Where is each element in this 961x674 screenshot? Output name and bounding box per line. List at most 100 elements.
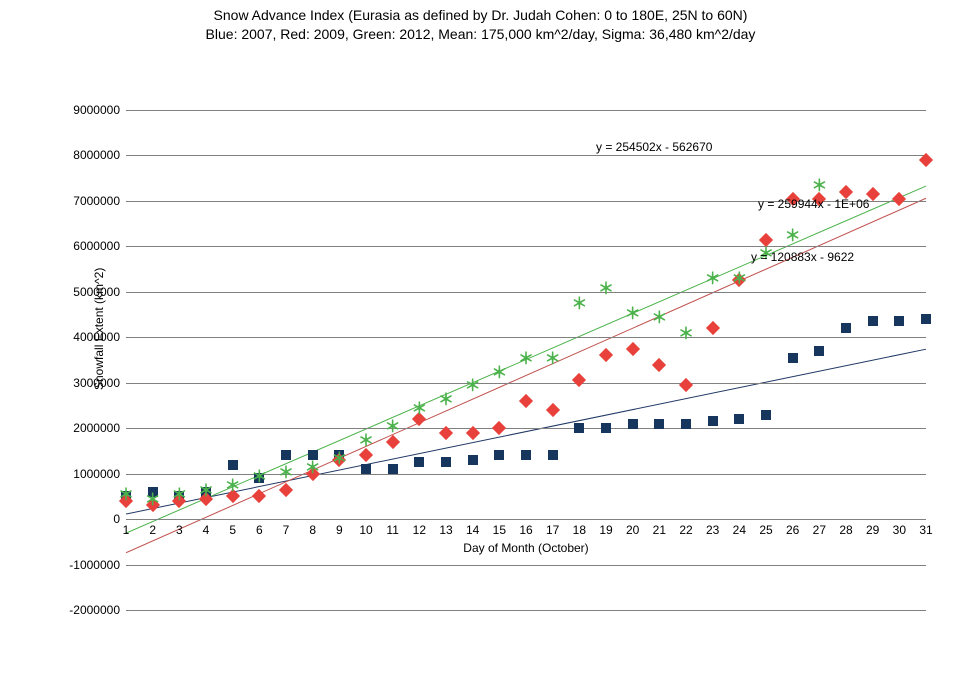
trend-line-2007: [126, 349, 926, 514]
x-tick-label: 15: [493, 523, 506, 537]
data-point-2007: [468, 455, 478, 465]
y-gridline: [126, 155, 926, 156]
data-point-2012: ＊: [465, 379, 481, 395]
title-line-2: Blue: 2007, Red: 2009, Green: 2012, Mean…: [0, 25, 961, 44]
x-tick-label: 27: [813, 523, 826, 537]
x-tick-label: 16: [519, 523, 532, 537]
data-point-2007: [281, 450, 291, 460]
data-point-2012: ＊: [198, 484, 214, 500]
data-point-2012: ＊: [118, 488, 134, 504]
data-point-2012: ＊: [225, 479, 241, 495]
x-tick-label: 19: [599, 523, 612, 537]
x-tick-label: 29: [866, 523, 879, 537]
x-tick-label: 28: [839, 523, 852, 537]
data-point-2012: ＊: [438, 393, 454, 409]
y-tick-label: 1000000: [54, 467, 120, 481]
x-tick-label: 2: [149, 523, 156, 537]
y-tick-label: 8000000: [54, 148, 120, 162]
x-tick-label: 7: [283, 523, 290, 537]
x-axis-label: Day of Month (October): [426, 541, 626, 555]
x-tick-label: 5: [229, 523, 236, 537]
data-point-2012: ＊: [385, 420, 401, 436]
x-tick-label: 18: [573, 523, 586, 537]
y-gridline: [126, 474, 926, 475]
y-gridline: [126, 292, 926, 293]
x-tick-label: 30: [893, 523, 906, 537]
title-line-1: Snow Advance Index (Eurasia as defined b…: [0, 6, 961, 25]
y-gridline: [126, 565, 926, 566]
x-tick-label: 10: [359, 523, 372, 537]
x-tick-label: 14: [466, 523, 479, 537]
data-point-2012: ＊: [678, 327, 694, 343]
trend-equation-2009: y = 259944x - 1E+06: [758, 197, 869, 211]
data-point-2007: [814, 346, 824, 356]
y-tick-label: 5000000: [54, 285, 120, 299]
data-point-2012: ＊: [598, 282, 614, 298]
y-tick-label: -2000000: [54, 603, 120, 617]
data-point-2012: ＊: [518, 352, 534, 368]
x-tick-label: 1: [123, 523, 130, 537]
x-tick-label: 6: [256, 523, 263, 537]
y-gridline: [126, 519, 926, 520]
data-point-2012: ＊: [625, 307, 641, 323]
data-point-2012: ＊: [705, 272, 721, 288]
x-tick-label: 20: [626, 523, 639, 537]
data-point-2012: ＊: [411, 402, 427, 418]
trend-equation-2007: y = 120883x - 9622: [751, 250, 854, 264]
data-point-2007: [521, 450, 531, 460]
data-point-2007: [494, 450, 504, 460]
x-tick-label: 8: [309, 523, 316, 537]
x-tick-label: 11: [386, 523, 398, 537]
y-tick-label: 4000000: [54, 330, 120, 344]
data-point-2007: [708, 416, 718, 426]
y-gridline: [126, 383, 926, 384]
y-gridline: [126, 428, 926, 429]
data-point-2007: [228, 460, 238, 470]
data-point-2012: ＊: [305, 461, 321, 477]
data-point-2012: ＊: [331, 452, 347, 468]
chart-title: Snow Advance Index (Eurasia as defined b…: [0, 6, 961, 44]
trend-equation-2012: y = 254502x - 562670: [596, 140, 712, 154]
y-tick-label: 6000000: [54, 239, 120, 253]
data-point-2007: [361, 464, 371, 474]
x-tick-label: 3: [176, 523, 183, 537]
data-point-2007: [628, 419, 638, 429]
y-tick-label: 3000000: [54, 376, 120, 390]
y-tick-label: 9000000: [54, 103, 120, 117]
x-tick-label: 12: [413, 523, 426, 537]
data-point-2012: ＊: [571, 297, 587, 313]
data-point-2012: ＊: [171, 488, 187, 504]
data-point-2007: [414, 457, 424, 467]
data-point-2007: [308, 450, 318, 460]
data-point-2007: [548, 450, 558, 460]
data-point-2007: [921, 314, 931, 324]
data-point-2007: [788, 353, 798, 363]
x-tick-label: 13: [439, 523, 452, 537]
data-point-2007: [734, 414, 744, 424]
data-point-2007: [441, 457, 451, 467]
y-tick-label: 7000000: [54, 194, 120, 208]
data-point-2012: ＊: [651, 311, 667, 327]
data-point-2007: [388, 464, 398, 474]
data-point-2007: [574, 423, 584, 433]
y-gridline: [126, 337, 926, 338]
y-tick-label: 2000000: [54, 421, 120, 435]
x-tick-label: 31: [919, 523, 932, 537]
data-point-2012: ＊: [251, 470, 267, 486]
x-tick-label: 9: [336, 523, 343, 537]
data-point-2012: ＊: [145, 493, 161, 509]
y-gridline: [126, 610, 926, 611]
x-tick-label: 4: [203, 523, 210, 537]
data-point-2007: [654, 419, 664, 429]
x-tick-label: 25: [759, 523, 772, 537]
x-tick-label: 26: [786, 523, 799, 537]
data-point-2012: ＊: [811, 179, 827, 195]
data-point-2007: [894, 316, 904, 326]
y-tick-label: 0: [54, 512, 120, 526]
data-point-2012: ＊: [491, 366, 507, 382]
y-tick-label: -1000000: [54, 558, 120, 572]
chart: ＊＊＊＊＊＊＊＊＊＊＊＊＊＊＊＊＊＊＊＊＊＊＊＊＊＊＊y = 120883x -…: [54, 110, 934, 650]
data-point-2012: ＊: [278, 466, 294, 482]
y-gridline: [126, 246, 926, 247]
data-point-2012: ＊: [545, 352, 561, 368]
